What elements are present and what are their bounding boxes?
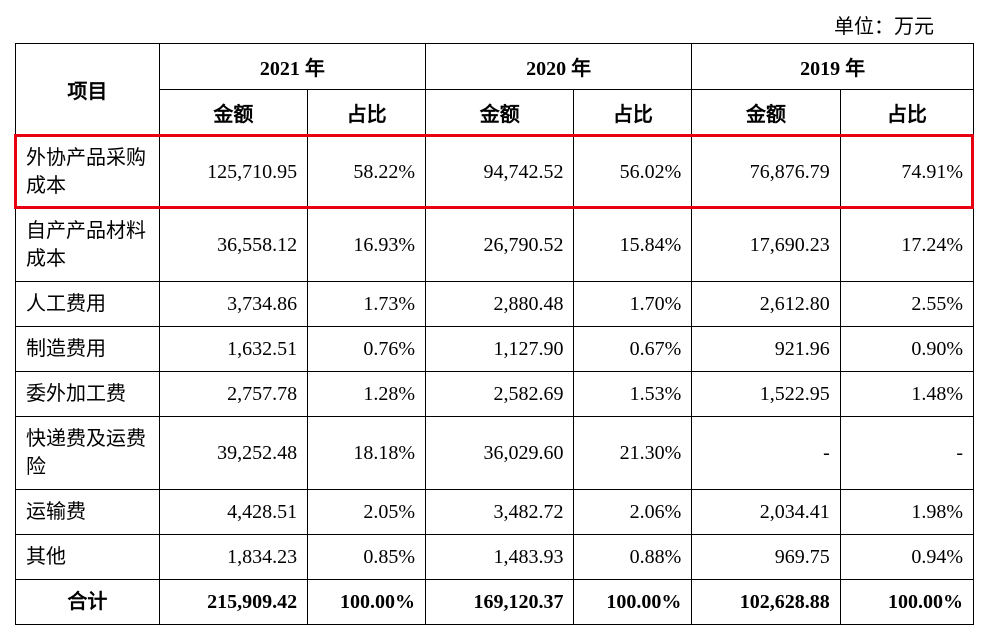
cell-value: 58.22% xyxy=(308,136,426,209)
cell-value: 16.93% xyxy=(308,209,426,282)
header-ratio: 占比 xyxy=(574,90,692,136)
table-row: 委外加工费2,757.781.28%2,582.691.53%1,522.951… xyxy=(16,372,974,417)
cell-value: 3,734.86 xyxy=(159,282,307,327)
cell-value: 3,482.72 xyxy=(426,490,574,535)
total-label: 合计 xyxy=(16,580,160,625)
cell-value: 15.84% xyxy=(574,209,692,282)
cell-value: 74.91% xyxy=(840,136,973,209)
row-label: 自产产品材料成本 xyxy=(16,209,160,282)
table-row: 外协产品采购成本125,710.9558.22%94,742.5256.02%7… xyxy=(16,136,974,209)
cell-value: 2,612.80 xyxy=(692,282,840,327)
table-row: 运输费4,428.512.05%3,482.722.06%2,034.411.9… xyxy=(16,490,974,535)
row-label: 其他 xyxy=(16,535,160,580)
cell-value: 0.67% xyxy=(574,327,692,372)
row-label: 委外加工费 xyxy=(16,372,160,417)
row-label: 快递费及运费险 xyxy=(16,417,160,490)
cost-table: 项目 2021 年 2020 年 2019 年 金额 占比 金额 占比 金额 占… xyxy=(15,43,974,625)
header-item: 项目 xyxy=(16,44,160,136)
cell-value: 21.30% xyxy=(574,417,692,490)
header-ratio: 占比 xyxy=(840,90,973,136)
row-label: 运输费 xyxy=(16,490,160,535)
cell-value: 2.05% xyxy=(308,490,426,535)
cell-value: 0.85% xyxy=(308,535,426,580)
table-row: 人工费用3,734.861.73%2,880.481.70%2,612.802.… xyxy=(16,282,974,327)
header-year-2021: 2021 年 xyxy=(159,44,425,90)
cell-value: 921.96 xyxy=(692,327,840,372)
cell-value: - xyxy=(840,417,973,490)
cell-value: 969.75 xyxy=(692,535,840,580)
total-row: 合计215,909.42100.00%169,120.37100.00%102,… xyxy=(16,580,974,625)
cell-value: 76,876.79 xyxy=(692,136,840,209)
cell-value: 56.02% xyxy=(574,136,692,209)
total-value: 100.00% xyxy=(840,580,973,625)
cell-value: 1.98% xyxy=(840,490,973,535)
total-value: 100.00% xyxy=(308,580,426,625)
cell-value: 2,034.41 xyxy=(692,490,840,535)
row-label: 外协产品采购成本 xyxy=(16,136,160,209)
cell-value: 2.55% xyxy=(840,282,973,327)
cell-value: 36,558.12 xyxy=(159,209,307,282)
cell-value: 39,252.48 xyxy=(159,417,307,490)
cell-value: 17,690.23 xyxy=(692,209,840,282)
cell-value: 125,710.95 xyxy=(159,136,307,209)
header-year-2020: 2020 年 xyxy=(426,44,692,90)
total-value: 100.00% xyxy=(574,580,692,625)
header-amount: 金额 xyxy=(692,90,840,136)
header-amount: 金额 xyxy=(159,90,307,136)
cell-value: 1,834.23 xyxy=(159,535,307,580)
header-ratio: 占比 xyxy=(308,90,426,136)
cell-value: 0.76% xyxy=(308,327,426,372)
table-container: 项目 2021 年 2020 年 2019 年 金额 占比 金额 占比 金额 占… xyxy=(15,43,974,625)
cell-value: 1,127.90 xyxy=(426,327,574,372)
cell-value: 1,483.93 xyxy=(426,535,574,580)
row-label: 人工费用 xyxy=(16,282,160,327)
table-row: 自产产品材料成本36,558.1216.93%26,790.5215.84%17… xyxy=(16,209,974,282)
cell-value: 1.48% xyxy=(840,372,973,417)
cell-value: 0.94% xyxy=(840,535,973,580)
total-value: 169,120.37 xyxy=(426,580,574,625)
cell-value: 0.88% xyxy=(574,535,692,580)
cell-value: - xyxy=(692,417,840,490)
header-year-2019: 2019 年 xyxy=(692,44,974,90)
cell-value: 0.90% xyxy=(840,327,973,372)
cell-value: 17.24% xyxy=(840,209,973,282)
cell-value: 2.06% xyxy=(574,490,692,535)
cell-value: 1.28% xyxy=(308,372,426,417)
table-row: 快递费及运费险39,252.4818.18%36,029.6021.30%-- xyxy=(16,417,974,490)
header-amount: 金额 xyxy=(426,90,574,136)
total-value: 102,628.88 xyxy=(692,580,840,625)
cell-value: 36,029.60 xyxy=(426,417,574,490)
cell-value: 2,757.78 xyxy=(159,372,307,417)
cell-value: 4,428.51 xyxy=(159,490,307,535)
unit-label: 单位：万元 xyxy=(15,10,974,39)
cell-value: 1.53% xyxy=(574,372,692,417)
total-value: 215,909.42 xyxy=(159,580,307,625)
cell-value: 18.18% xyxy=(308,417,426,490)
cell-value: 26,790.52 xyxy=(426,209,574,282)
table-row: 制造费用1,632.510.76%1,127.900.67%921.960.90… xyxy=(16,327,974,372)
table-row: 其他1,834.230.85%1,483.930.88%969.750.94% xyxy=(16,535,974,580)
cell-value: 1.73% xyxy=(308,282,426,327)
row-label: 制造费用 xyxy=(16,327,160,372)
cell-value: 1,632.51 xyxy=(159,327,307,372)
cell-value: 1,522.95 xyxy=(692,372,840,417)
cell-value: 2,582.69 xyxy=(426,372,574,417)
cell-value: 94,742.52 xyxy=(426,136,574,209)
cell-value: 2,880.48 xyxy=(426,282,574,327)
cell-value: 1.70% xyxy=(574,282,692,327)
